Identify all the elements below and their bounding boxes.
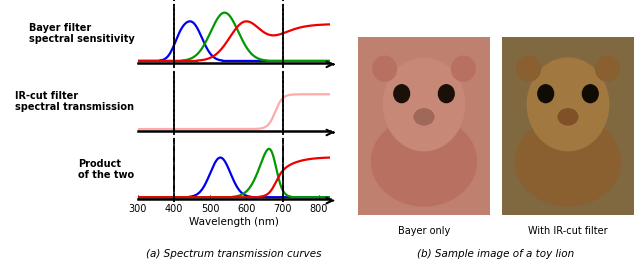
Ellipse shape (582, 85, 598, 103)
Ellipse shape (394, 85, 410, 103)
Ellipse shape (538, 85, 554, 103)
Ellipse shape (438, 85, 454, 103)
Ellipse shape (452, 56, 475, 81)
Ellipse shape (517, 56, 540, 81)
Ellipse shape (371, 117, 476, 206)
Ellipse shape (383, 58, 465, 151)
Text: (a) Spectrum transmission curves: (a) Spectrum transmission curves (146, 249, 321, 259)
Text: IR-cut filter
spectral transmission: IR-cut filter spectral transmission (15, 91, 134, 112)
Ellipse shape (596, 56, 619, 81)
Ellipse shape (414, 109, 434, 125)
Text: With IR-cut filter: With IR-cut filter (528, 226, 608, 236)
Ellipse shape (373, 56, 396, 81)
Text: Bayer filter
spectral sensitivity: Bayer filter spectral sensitivity (29, 23, 134, 44)
Ellipse shape (558, 109, 578, 125)
Ellipse shape (516, 117, 621, 206)
Text: Bayer only: Bayer only (398, 226, 450, 236)
Text: (b) Sample image of a toy lion: (b) Sample image of a toy lion (417, 249, 575, 259)
Ellipse shape (527, 58, 609, 151)
Text: Product
of the two: Product of the two (78, 159, 134, 181)
X-axis label: Wavelength (nm): Wavelength (nm) (189, 217, 278, 227)
